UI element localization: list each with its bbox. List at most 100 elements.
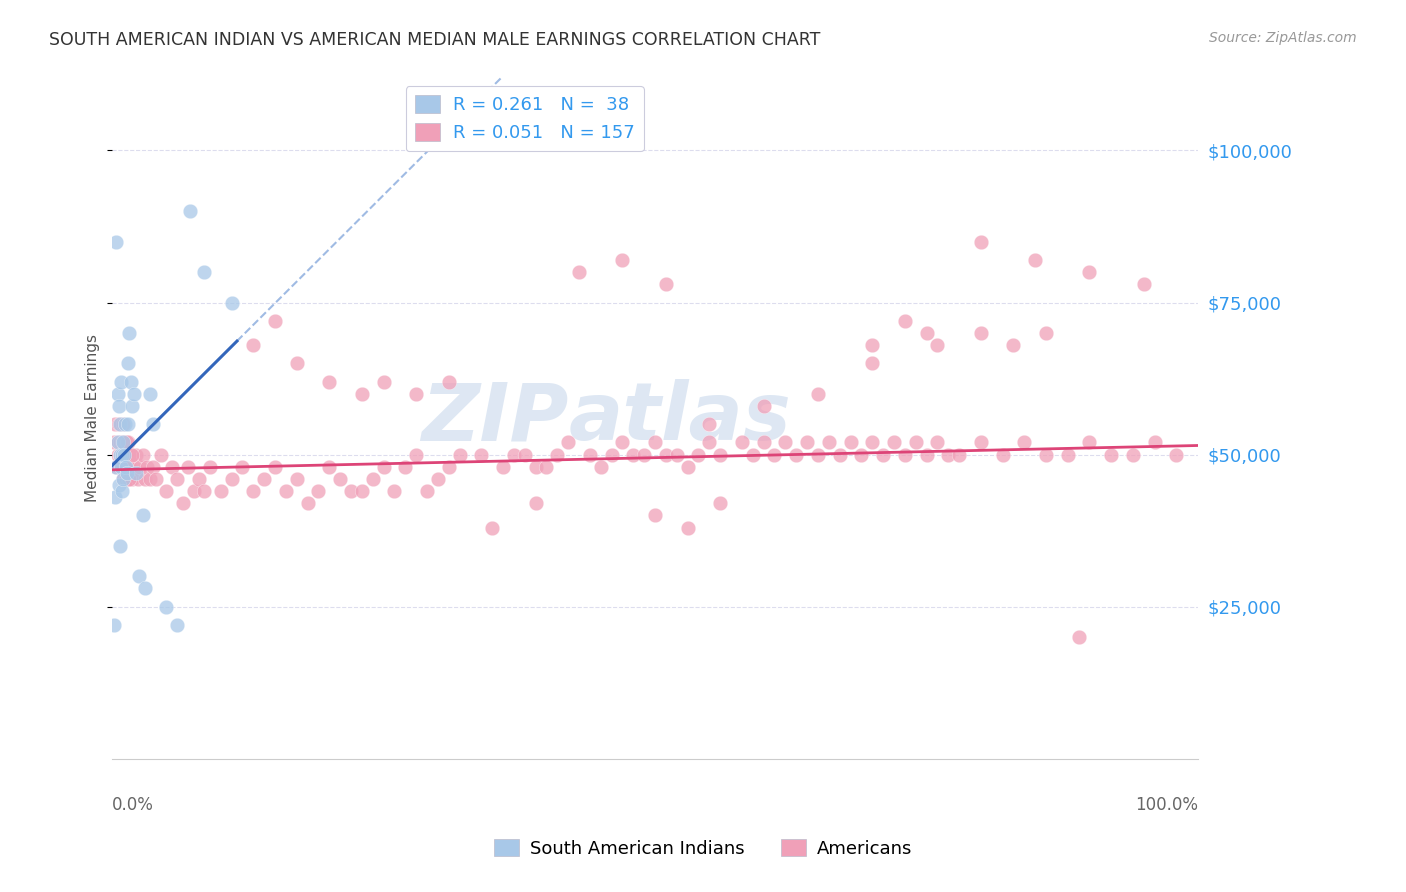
Point (114, 448, 136, 462)
Point (524, 459, 547, 474)
Point (904, 435, 927, 450)
Point (104, 417, 127, 432)
Point (209, 484, 232, 499)
Point (492, 459, 515, 474)
Point (149, 448, 172, 462)
Point (110, 375, 132, 389)
Point (612, 435, 634, 450)
Point (394, 459, 416, 474)
Point (883, 435, 905, 450)
Point (318, 459, 340, 474)
Point (384, 484, 406, 499)
Point (513, 448, 536, 462)
Point (329, 472, 352, 486)
Point (193, 265, 215, 279)
Point (166, 472, 188, 486)
Point (117, 466, 139, 480)
Point (709, 448, 731, 462)
Point (426, 472, 449, 486)
Point (111, 448, 134, 462)
Point (1166, 448, 1188, 462)
Point (118, 459, 141, 474)
Point (107, 435, 129, 450)
Point (502, 448, 524, 462)
Point (775, 435, 797, 450)
Point (112, 435, 135, 450)
Point (1132, 277, 1154, 292)
Point (915, 326, 938, 340)
Point (1122, 448, 1144, 462)
Point (948, 448, 970, 462)
Y-axis label: Median Male Earnings: Median Male Earnings (86, 334, 100, 502)
Point (264, 459, 287, 474)
Point (221, 295, 243, 310)
Point (125, 466, 148, 480)
Point (373, 459, 395, 474)
Point (1012, 435, 1035, 450)
Point (139, 386, 162, 401)
Point (107, 417, 129, 432)
Point (437, 459, 460, 474)
Point (117, 417, 139, 432)
Point (142, 459, 165, 474)
Point (970, 435, 993, 450)
Point (131, 508, 153, 523)
Point (231, 459, 253, 474)
Point (117, 356, 139, 370)
Point (274, 484, 297, 499)
Point (166, 618, 188, 632)
Point (242, 484, 264, 499)
Point (307, 484, 329, 499)
Point (111, 459, 134, 474)
Point (115, 459, 138, 474)
Point (112, 448, 135, 462)
Point (437, 375, 460, 389)
Point (350, 386, 373, 401)
Point (860, 435, 883, 450)
Point (676, 459, 699, 474)
Point (688, 448, 710, 462)
Point (111, 435, 134, 450)
Point (828, 448, 851, 462)
Point (676, 520, 699, 534)
Text: 0.0%: 0.0% (112, 797, 155, 814)
Point (860, 356, 883, 370)
Point (1078, 265, 1101, 279)
Point (118, 472, 141, 486)
Point (536, 459, 558, 474)
Point (285, 356, 308, 370)
Point (125, 448, 148, 462)
Point (107, 399, 129, 413)
Point (872, 448, 894, 462)
Point (155, 599, 177, 614)
Point (110, 459, 132, 474)
Point (633, 448, 655, 462)
Point (568, 265, 591, 279)
Point (107, 478, 129, 492)
Point (927, 435, 949, 450)
Point (183, 484, 205, 499)
Point (579, 448, 602, 462)
Point (103, 435, 125, 450)
Point (139, 472, 162, 486)
Point (264, 314, 287, 328)
Point (644, 508, 666, 523)
Point (763, 448, 786, 462)
Point (709, 496, 731, 510)
Point (172, 496, 194, 510)
Point (1056, 448, 1078, 462)
Point (860, 338, 883, 352)
Point (129, 459, 152, 474)
Text: 100.0%: 100.0% (1135, 797, 1198, 814)
Point (699, 417, 721, 432)
Point (105, 459, 128, 474)
Point (699, 435, 721, 450)
Point (111, 484, 134, 499)
Point (118, 326, 141, 340)
Point (1099, 448, 1122, 462)
Point (107, 435, 129, 450)
Point (807, 448, 830, 462)
Point (111, 448, 134, 462)
Point (557, 435, 579, 450)
Point (741, 448, 763, 462)
